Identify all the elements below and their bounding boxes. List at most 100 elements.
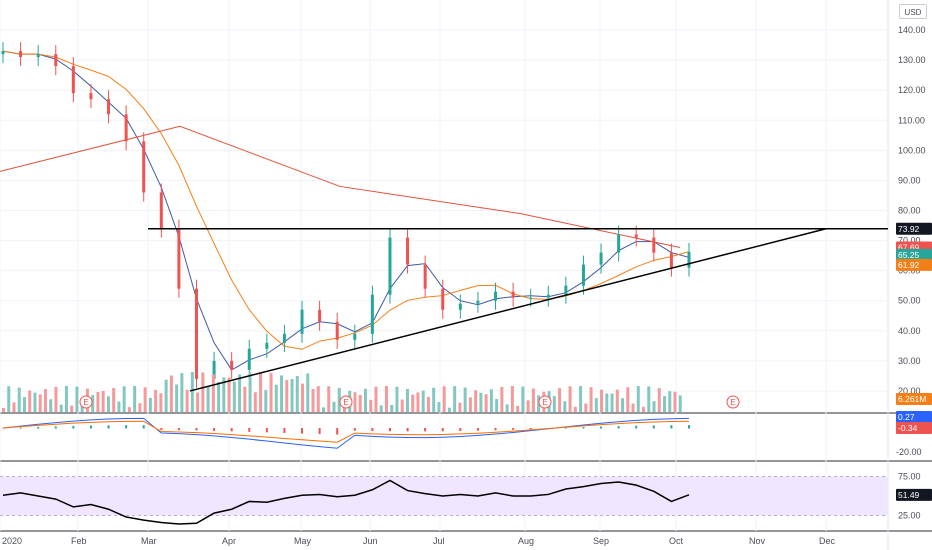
volume-bar bbox=[442, 386, 446, 412]
x-tick-label: Jun bbox=[363, 536, 378, 546]
volume-bar bbox=[248, 372, 252, 412]
volume-bar bbox=[59, 404, 63, 412]
candle-body bbox=[546, 294, 550, 298]
volume-bar bbox=[384, 386, 388, 412]
volume-bar bbox=[280, 375, 284, 412]
volume-bar bbox=[122, 386, 126, 412]
candle-body bbox=[599, 252, 603, 265]
candle-body bbox=[89, 93, 93, 100]
price-tag: 61.92 bbox=[898, 260, 920, 270]
volume-bar bbox=[327, 386, 331, 412]
candle-body bbox=[19, 51, 23, 58]
candle-body bbox=[494, 291, 498, 301]
candle-body bbox=[564, 285, 568, 295]
volume-bar bbox=[526, 400, 530, 412]
macd-histogram-bar bbox=[688, 425, 690, 429]
volume-bar bbox=[573, 406, 577, 412]
rsi-tag-bg bbox=[896, 488, 932, 501]
volume-bar bbox=[138, 403, 142, 412]
macd-histogram-bar bbox=[125, 425, 128, 429]
volume-bar bbox=[159, 393, 163, 412]
volume-bar bbox=[621, 398, 625, 412]
x-tick-label: Aug bbox=[518, 536, 534, 546]
volume-bar bbox=[673, 391, 677, 412]
volume-bar bbox=[558, 388, 562, 412]
candle-body bbox=[617, 234, 621, 253]
volume-bar bbox=[411, 394, 415, 412]
volume-bar bbox=[306, 373, 310, 412]
currency-button[interactable]: USD bbox=[899, 4, 927, 19]
price-tag-bg bbox=[896, 248, 932, 261]
macd-histogram-bar bbox=[670, 425, 673, 429]
volume-bar bbox=[610, 393, 614, 412]
candle-body bbox=[476, 300, 480, 304]
volume-bar bbox=[227, 377, 231, 412]
earnings-marker-label: E bbox=[83, 398, 88, 407]
volume-bar bbox=[426, 396, 430, 412]
rsi-tick-label: 25.00 bbox=[898, 510, 921, 520]
candle-body bbox=[669, 252, 673, 268]
volume-bar bbox=[117, 401, 121, 412]
signal-line bbox=[2, 420, 690, 443]
volume-bar bbox=[390, 405, 394, 412]
macd-histogram-bar bbox=[353, 428, 356, 431]
volume-bar bbox=[552, 396, 556, 412]
volume-bar bbox=[453, 386, 457, 412]
macd-histogram-bar bbox=[283, 428, 286, 433]
macd-histogram-bar bbox=[195, 428, 198, 431]
volume-bar bbox=[668, 391, 672, 412]
support-trendline bbox=[189, 228, 827, 392]
volume-bar bbox=[495, 399, 499, 412]
volume-bar bbox=[290, 379, 294, 412]
macd-histogram-bar bbox=[600, 426, 603, 429]
x-tick-label: Apr bbox=[222, 536, 236, 546]
volume-bar bbox=[12, 402, 16, 412]
candle-body bbox=[458, 303, 462, 310]
volume-bar bbox=[594, 398, 598, 412]
volume-bar bbox=[374, 386, 378, 412]
macd-histogram-bar bbox=[441, 428, 444, 432]
macd-histogram-bar bbox=[2, 428, 4, 429]
volume-bar bbox=[468, 397, 472, 412]
volume-bar bbox=[70, 405, 74, 412]
volume-bar bbox=[316, 386, 320, 412]
volume-bar bbox=[589, 387, 593, 412]
volume-bar bbox=[91, 395, 95, 412]
price-tag: 65.25 bbox=[898, 250, 920, 260]
volume-bar bbox=[64, 386, 68, 412]
sma-short-line bbox=[2, 50, 690, 371]
candle-body bbox=[652, 237, 656, 253]
candle-body bbox=[212, 360, 216, 379]
macd-histogram-bar bbox=[476, 428, 479, 431]
volume-bar bbox=[636, 386, 640, 412]
candle-body bbox=[353, 333, 357, 340]
volume-bar bbox=[259, 372, 263, 412]
sma-long-line bbox=[0, 125, 681, 248]
volume-bar bbox=[253, 392, 257, 412]
y-tick-label: 110.00 bbox=[898, 115, 925, 125]
volume-bar bbox=[657, 388, 661, 412]
macd-histogram-bar bbox=[265, 428, 268, 433]
earnings-marker-circle bbox=[339, 395, 353, 409]
volume-bar bbox=[505, 404, 509, 412]
x-tick-label: May bbox=[294, 536, 312, 546]
candle-body bbox=[71, 66, 75, 94]
candle-body bbox=[230, 360, 234, 370]
volume-bar bbox=[678, 395, 682, 412]
price-tag-bg bbox=[896, 258, 932, 271]
volume-bar bbox=[642, 406, 646, 412]
volume-bar bbox=[652, 401, 656, 412]
volume-bar bbox=[232, 381, 236, 412]
candle-body bbox=[36, 54, 40, 58]
signal-tag-bg bbox=[896, 422, 932, 434]
volume-bar bbox=[395, 386, 399, 412]
volume-bar bbox=[101, 390, 105, 412]
volume-bar bbox=[196, 392, 200, 412]
volume-bar bbox=[222, 377, 226, 412]
rsi-tag: 51.49 bbox=[898, 490, 920, 500]
volume-bar bbox=[133, 386, 137, 412]
y-tick-label: 120.00 bbox=[898, 85, 926, 95]
